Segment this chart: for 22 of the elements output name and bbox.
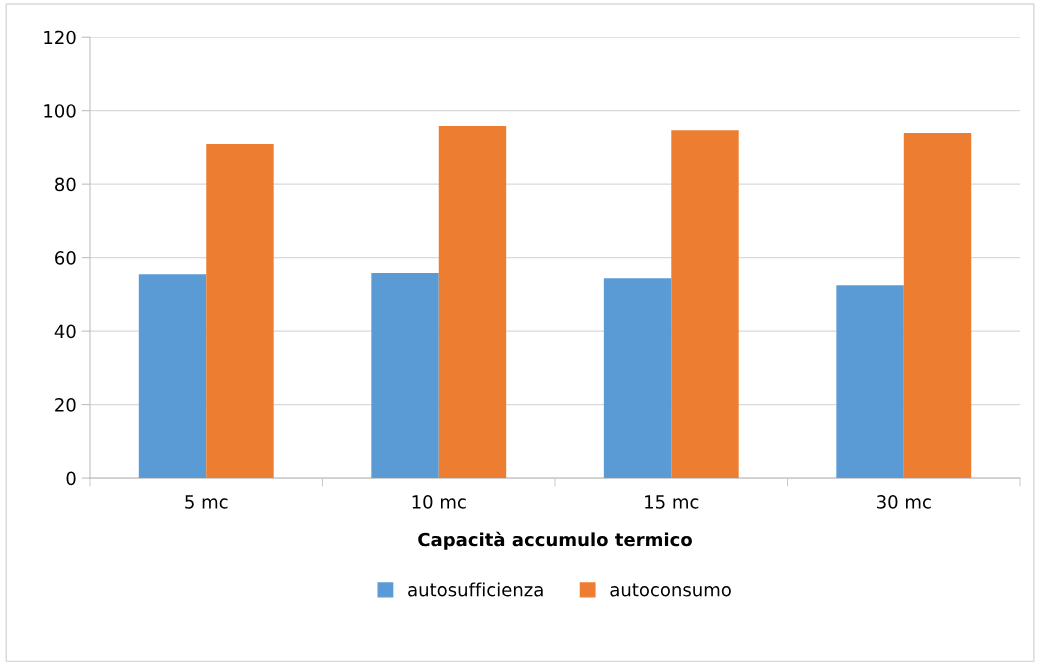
x-tick-label: 15 mc [645,495,699,509]
bar [671,130,739,479]
y-tick-label: 120 [44,30,76,45]
bar [138,274,207,479]
y-tick-label: 0 [66,471,76,486]
bar [903,133,972,479]
y-tick-label: 80 [55,177,76,192]
legend-label: autosufficienza [408,582,543,597]
x-axis-title: Capacità accumulo termico [418,531,692,550]
bar [206,144,274,479]
y-tick-label: 40 [54,324,76,339]
x-tick-label: 30 mc [877,495,931,509]
y-tick-label: 20 [55,398,76,412]
y-tick-label: 60 [55,251,76,265]
x-tick-label: 5 mc [185,495,228,509]
bar [438,126,507,479]
x-tick-label: 10 mc [412,495,466,509]
y-tick-label: 100 [44,104,76,118]
bar [836,285,904,479]
legend-label: autoconsumo [610,583,731,597]
bar [603,278,672,479]
bar [371,273,439,479]
